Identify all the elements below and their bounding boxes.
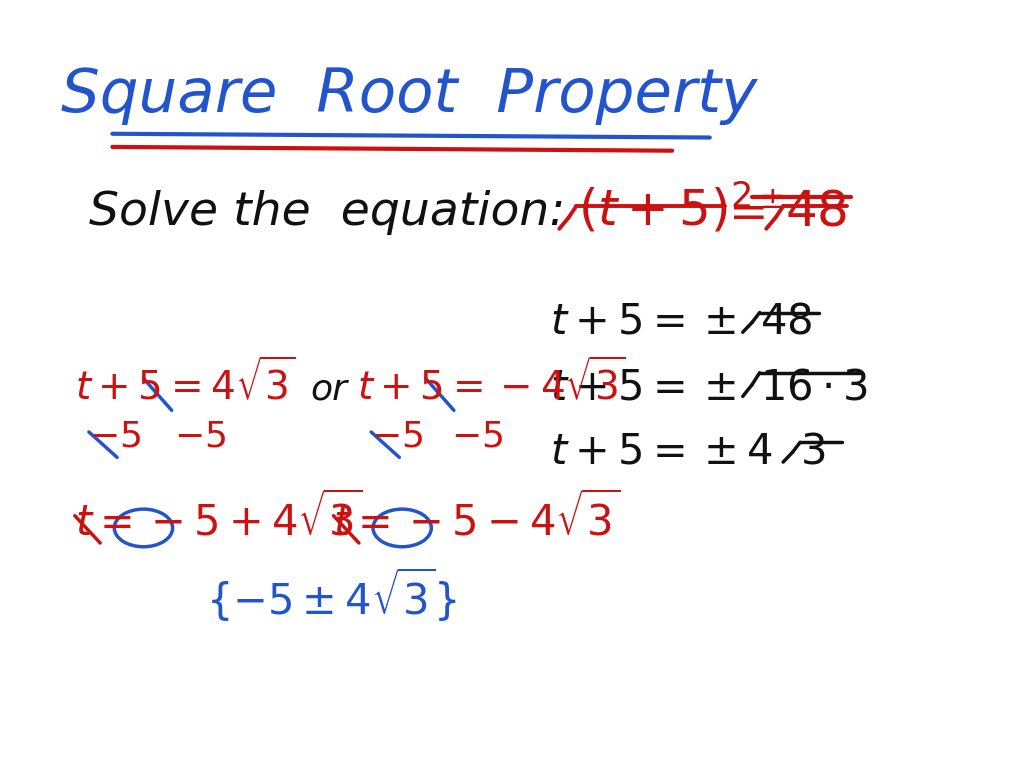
Text: $-5$: $-5$ [173, 419, 225, 453]
Text: Square  Root  Property: Square Root Property [60, 66, 757, 125]
Text: $\{-5 \pm 4\sqrt{3}\}$: $\{-5 \pm 4\sqrt{3}\}$ [207, 566, 458, 624]
Text: $=$: $=$ [719, 190, 765, 235]
Text: $t+5 = \pm$: $t+5 = \pm$ [550, 300, 735, 343]
Text: $-5$: $-5$ [452, 419, 503, 453]
Text: $3$: $3$ [800, 430, 825, 472]
Text: $t=-5+4\sqrt{3}$: $t=-5+4\sqrt{3}$ [75, 493, 361, 545]
Text: $(t+5)^2$: $(t+5)^2$ [579, 180, 752, 235]
Text: or: or [310, 372, 347, 406]
Text: $t+5 = \pm 4$: $t+5 = \pm 4$ [550, 430, 772, 472]
Text: Solve the  equation:: Solve the equation: [89, 190, 565, 235]
Text: $-5$: $-5$ [89, 419, 141, 453]
Text: $t+5=-4\sqrt{3}$: $t+5=-4\sqrt{3}$ [357, 358, 626, 407]
Text: $16 \cdot 3$: $16 \cdot 3$ [760, 366, 867, 408]
Text: $\pm$: $\pm$ [759, 185, 783, 214]
Text: $t+5=4\sqrt{3}$: $t+5=4\sqrt{3}$ [75, 358, 296, 407]
Text: $48$: $48$ [760, 300, 812, 343]
Text: $t+5 = \pm$: $t+5 = \pm$ [550, 366, 735, 408]
Text: $48$: $48$ [785, 187, 847, 235]
Text: $-5$: $-5$ [371, 419, 423, 453]
Text: $t=-5-4\sqrt{3}$: $t=-5-4\sqrt{3}$ [334, 493, 621, 545]
